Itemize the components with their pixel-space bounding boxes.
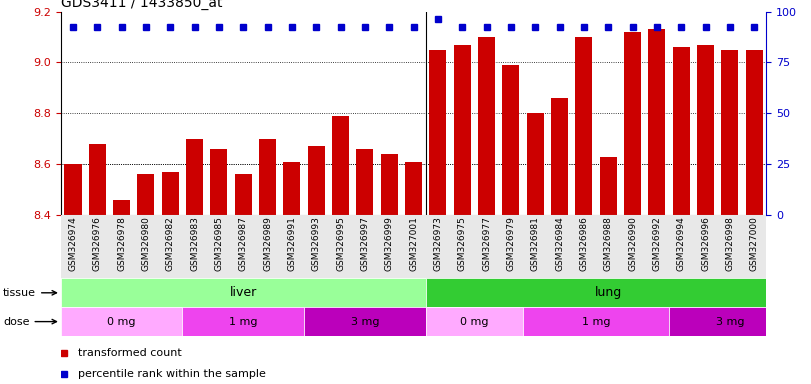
Text: 3 mg: 3 mg <box>715 316 744 327</box>
Text: GSM326982: GSM326982 <box>165 216 175 271</box>
Text: GSM326988: GSM326988 <box>603 216 613 271</box>
Text: GSM326976: GSM326976 <box>92 216 102 271</box>
Text: 0 mg: 0 mg <box>460 316 489 327</box>
Text: GSM326974: GSM326974 <box>68 216 78 271</box>
Bar <box>478 37 495 215</box>
Text: GSM326985: GSM326985 <box>214 216 224 271</box>
Text: transformed count: transformed count <box>79 348 182 358</box>
Bar <box>745 50 762 215</box>
FancyBboxPatch shape <box>426 278 791 307</box>
Bar <box>235 174 251 215</box>
Text: tissue: tissue <box>3 288 57 298</box>
Bar <box>161 172 178 215</box>
Text: percentile rank within the sample: percentile rank within the sample <box>79 369 266 379</box>
Text: 3 mg: 3 mg <box>350 316 380 327</box>
Text: GSM326989: GSM326989 <box>263 216 272 271</box>
Bar <box>307 146 324 215</box>
Bar <box>575 37 592 215</box>
Text: 1 mg: 1 mg <box>581 316 611 327</box>
Text: GSM326990: GSM326990 <box>628 216 637 271</box>
Bar <box>454 45 470 215</box>
Bar <box>599 157 616 215</box>
Bar <box>137 174 154 215</box>
Bar <box>405 162 422 215</box>
Text: liver: liver <box>230 286 257 299</box>
FancyBboxPatch shape <box>426 307 523 336</box>
Text: dose: dose <box>3 316 57 327</box>
Text: GDS3411 / 1433850_at: GDS3411 / 1433850_at <box>61 0 222 10</box>
FancyBboxPatch shape <box>669 307 791 336</box>
Text: GSM326995: GSM326995 <box>336 216 345 271</box>
Bar <box>697 45 714 215</box>
Text: GSM326996: GSM326996 <box>701 216 710 271</box>
Bar <box>502 65 519 215</box>
Text: GSM327001: GSM327001 <box>409 216 418 271</box>
Bar <box>526 113 543 215</box>
Text: GSM326987: GSM326987 <box>238 216 248 271</box>
Text: 1 mg: 1 mg <box>229 316 258 327</box>
Bar <box>333 116 349 215</box>
Bar <box>648 29 665 215</box>
FancyBboxPatch shape <box>304 307 426 336</box>
Text: lung: lung <box>594 286 622 299</box>
Bar <box>624 32 641 215</box>
Bar <box>551 98 568 215</box>
Text: GSM326973: GSM326973 <box>433 216 443 271</box>
Text: GSM326979: GSM326979 <box>506 216 516 271</box>
Bar <box>672 47 689 215</box>
Text: GSM326991: GSM326991 <box>287 216 297 271</box>
Text: GSM326977: GSM326977 <box>482 216 491 271</box>
Text: GSM326983: GSM326983 <box>190 216 200 271</box>
Text: GSM326997: GSM326997 <box>360 216 370 271</box>
Text: GSM326986: GSM326986 <box>579 216 589 271</box>
Text: GSM327000: GSM327000 <box>749 216 759 271</box>
Text: GSM326978: GSM326978 <box>117 216 127 271</box>
Bar <box>259 139 276 215</box>
Text: GSM326992: GSM326992 <box>652 216 662 271</box>
Bar <box>283 162 300 215</box>
Text: GSM326993: GSM326993 <box>311 216 321 271</box>
Text: 0 mg: 0 mg <box>107 316 136 327</box>
Text: GSM326994: GSM326994 <box>676 216 686 271</box>
Bar <box>430 50 446 215</box>
FancyBboxPatch shape <box>61 307 182 336</box>
FancyBboxPatch shape <box>182 307 304 336</box>
Bar <box>88 144 105 215</box>
FancyBboxPatch shape <box>61 278 426 307</box>
Text: GSM326980: GSM326980 <box>141 216 151 271</box>
Text: GSM326998: GSM326998 <box>725 216 735 271</box>
Bar <box>64 164 81 215</box>
Bar <box>186 139 203 215</box>
Bar <box>211 149 227 215</box>
Bar <box>380 154 397 215</box>
Text: GSM326975: GSM326975 <box>457 216 467 271</box>
Text: GSM326999: GSM326999 <box>384 216 394 271</box>
Bar <box>113 200 130 215</box>
Text: GSM326984: GSM326984 <box>555 216 564 271</box>
Bar <box>356 149 373 215</box>
Bar <box>721 50 738 215</box>
Text: GSM326981: GSM326981 <box>530 216 540 271</box>
FancyBboxPatch shape <box>523 307 669 336</box>
FancyBboxPatch shape <box>61 215 766 278</box>
